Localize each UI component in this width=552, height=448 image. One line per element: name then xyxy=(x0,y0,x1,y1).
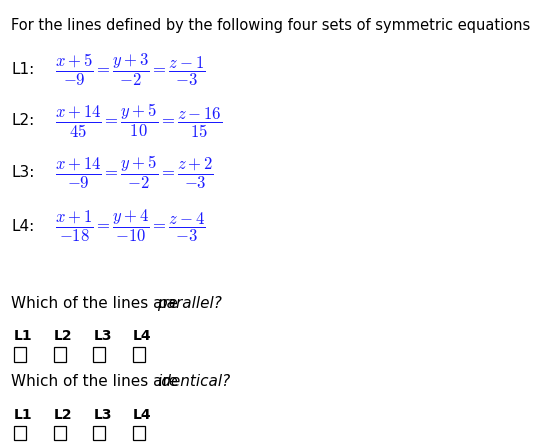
Text: L3: L3 xyxy=(93,329,112,343)
Text: L4: L4 xyxy=(133,329,152,343)
Text: L4: L4 xyxy=(133,408,152,422)
Text: For the lines defined by the following four sets of symmetric equations: For the lines defined by the following f… xyxy=(11,18,530,33)
Text: $\dfrac{x+5}{-9} = \dfrac{y+3}{-2} = \dfrac{z-1}{-3}$: $\dfrac{x+5}{-9} = \dfrac{y+3}{-2} = \df… xyxy=(55,52,206,87)
Text: Which of the lines are: Which of the lines are xyxy=(11,374,183,389)
Text: parallel?: parallel? xyxy=(157,296,222,310)
Text: $\dfrac{x+14}{-9} = \dfrac{y+5}{-2} = \dfrac{z+2}{-3}$: $\dfrac{x+14}{-9} = \dfrac{y+5}{-2} = \d… xyxy=(55,154,214,191)
Text: L3: L3 xyxy=(93,408,112,422)
Text: L1: L1 xyxy=(14,408,33,422)
Text: L2: L2 xyxy=(54,408,72,422)
Text: L2: L2 xyxy=(54,329,72,343)
Text: $\dfrac{x+14}{45} = \dfrac{y+5}{10} = \dfrac{z-16}{15}$: $\dfrac{x+14}{45} = \dfrac{y+5}{10} = \d… xyxy=(55,102,222,140)
Text: L4:: L4: xyxy=(11,219,34,234)
Text: Which of the lines are: Which of the lines are xyxy=(11,296,183,310)
Text: L1: L1 xyxy=(14,329,33,343)
Text: L2:: L2: xyxy=(11,113,34,129)
Text: L1:: L1: xyxy=(11,62,34,77)
Text: $\dfrac{x+1}{-18} = \dfrac{y+4}{-10} = \dfrac{z-4}{-3}$: $\dfrac{x+1}{-18} = \dfrac{y+4}{-10} = \… xyxy=(55,208,206,244)
Text: identical?: identical? xyxy=(157,374,230,389)
Text: L3:: L3: xyxy=(11,165,34,180)
